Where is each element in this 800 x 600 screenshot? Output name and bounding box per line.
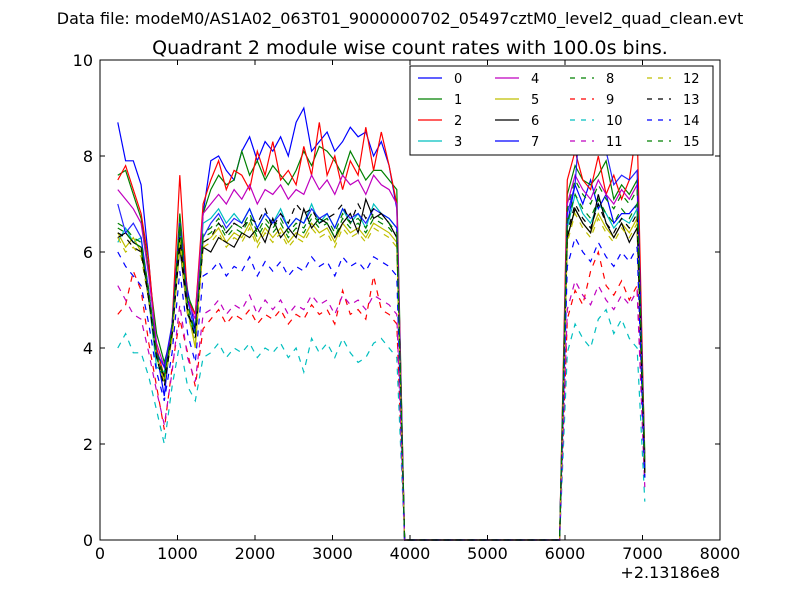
legend-label-12: 12 — [683, 72, 700, 87]
series-line-6 — [117, 194, 646, 541]
y-tick-label: 4 — [83, 339, 93, 358]
series-line-15 — [117, 178, 646, 541]
y-tick-label: 6 — [83, 243, 93, 262]
x-tick-label: 6000 — [545, 544, 586, 563]
series-line-11 — [117, 279, 646, 541]
legend-label-8: 8 — [606, 72, 614, 87]
legend-label-6: 6 — [531, 114, 539, 129]
legend-label-1: 1 — [454, 93, 462, 108]
y-tick-label: 10 — [73, 51, 93, 70]
series-line-12 — [117, 211, 646, 541]
x-tick-label: 0 — [95, 544, 105, 563]
y-tick-label: 8 — [83, 147, 93, 166]
legend-box — [409, 65, 714, 156]
legend-label-2: 2 — [454, 114, 462, 129]
y-tick-label: 2 — [83, 435, 93, 454]
legend-label-0: 0 — [454, 72, 462, 87]
series-line-1 — [117, 145, 646, 541]
legend-label-5: 5 — [531, 93, 539, 108]
series-line-14 — [117, 235, 646, 541]
x-tick-label: 8000 — [700, 544, 741, 563]
x-tick-label: 1000 — [157, 544, 198, 563]
plot-lines — [117, 79, 646, 541]
legend-label-7: 7 — [531, 135, 539, 150]
series-line-9 — [117, 250, 646, 541]
legend-label-9: 9 — [606, 93, 614, 108]
x-tick-label: 2000 — [235, 544, 276, 563]
legend-label-3: 3 — [454, 135, 462, 150]
x-offset-label: +2.13186e8 — [620, 563, 720, 582]
series-line-10 — [117, 308, 646, 541]
series-line-13 — [117, 202, 646, 541]
x-tick-label: 7000 — [622, 544, 663, 563]
legend-label-13: 13 — [683, 93, 700, 108]
chart-title: Quadrant 2 module wise count rates with … — [152, 37, 668, 59]
legend-label-10: 10 — [606, 114, 623, 129]
legend-label-11: 11 — [606, 135, 623, 150]
legend-label-14: 14 — [683, 114, 700, 129]
legend-label-15: 15 — [683, 135, 700, 150]
figure-suptitle: Data file: modeM0/AS1A02_063T01_90000007… — [57, 9, 743, 29]
y-tick-label: 0 — [83, 531, 93, 550]
x-tick-label: 4000 — [390, 544, 431, 563]
x-tick-label: 3000 — [312, 544, 353, 563]
legend-label-4: 4 — [531, 72, 539, 87]
x-tick-label: 5000 — [467, 544, 508, 563]
